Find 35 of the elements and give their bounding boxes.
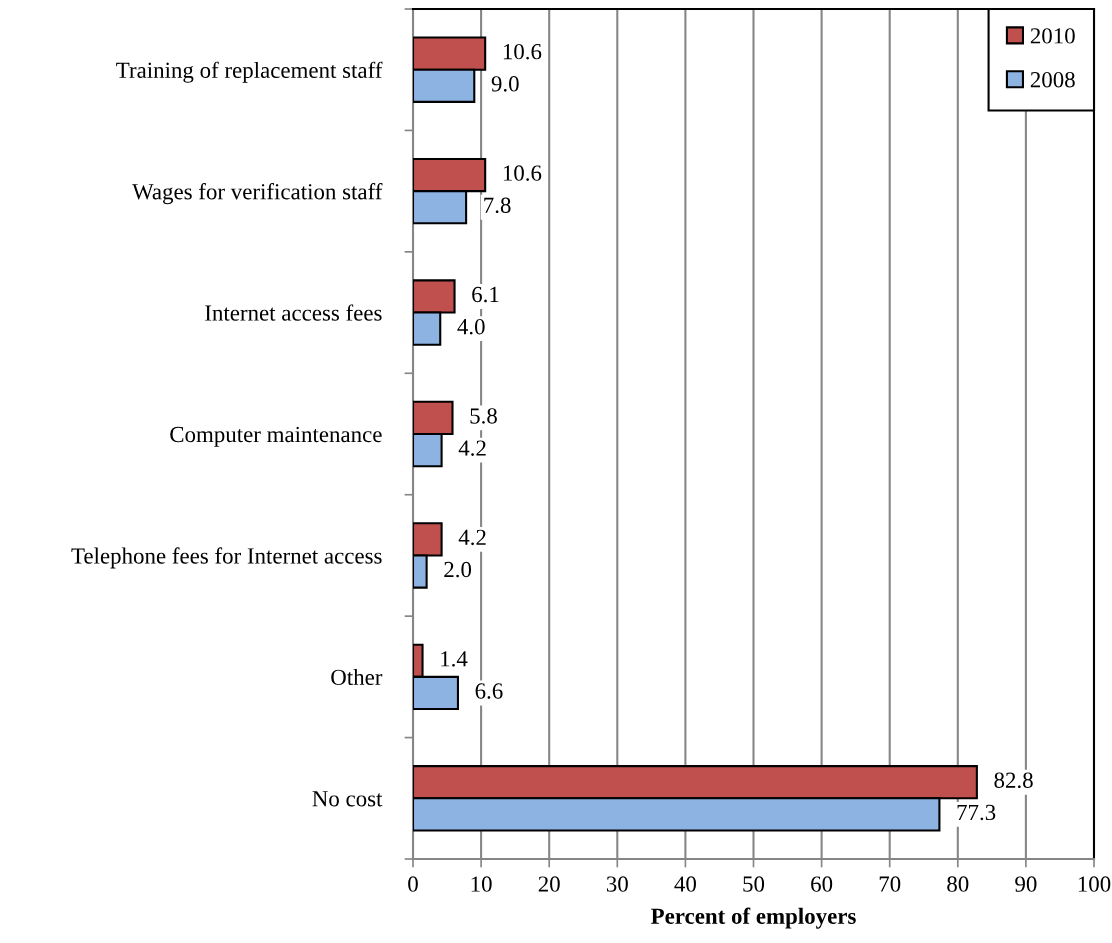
y-tick-label: No cost <box>312 791 383 807</box>
data-label: 1.4 <box>441 651 468 667</box>
x-tick-label: 30 <box>606 876 628 892</box>
y-tick-label: Other <box>331 668 383 686</box>
data-label: 10.6 <box>503 43 542 60</box>
x-tick-label: 10 <box>471 876 492 892</box>
data-label: 6.1 <box>472 286 499 303</box>
x-tick-label: 70 <box>879 876 901 892</box>
x-tick-label: 90 <box>1015 876 1037 892</box>
x-tick-label: 20 <box>538 876 560 892</box>
data-label: 9.0 <box>491 76 519 92</box>
data-label: 2.0 <box>444 561 472 578</box>
x-tick-label: 100 <box>1078 876 1111 892</box>
y-tick-label: Computer maintenance <box>170 426 382 447</box>
x-tick-label: 40 <box>674 876 696 892</box>
y-tick-label: Telephone fees for Internet access <box>71 547 382 569</box>
x-tick-label: 60 <box>811 876 833 892</box>
x-tick-label: 50 <box>743 876 765 892</box>
legend-label: 2008 <box>1030 71 1075 88</box>
data-label: 77.3 <box>957 804 996 821</box>
data-label: 7.8 <box>484 197 511 214</box>
data-label: 4.0 <box>457 318 485 335</box>
data-label: 82.8 <box>994 772 1033 789</box>
data-label: 4.2 <box>458 529 486 546</box>
y-tick-label: Wages for verification staff <box>132 183 383 205</box>
x-tick-label: 0 <box>408 876 418 892</box>
x-tick-label: 80 <box>947 876 969 892</box>
data-label: 10.6 <box>503 165 542 181</box>
data-label: 4.2 <box>458 440 486 456</box>
legend-label: 2010 <box>1030 28 1075 44</box>
x-axis-title: Percent of employers <box>651 907 856 929</box>
y-tick-label: Internet access fees <box>205 304 382 321</box>
data-label: 6.6 <box>475 683 503 699</box>
y-tick-label: Training of replacement staff <box>116 61 383 83</box>
data-label: 5.8 <box>470 408 497 424</box>
